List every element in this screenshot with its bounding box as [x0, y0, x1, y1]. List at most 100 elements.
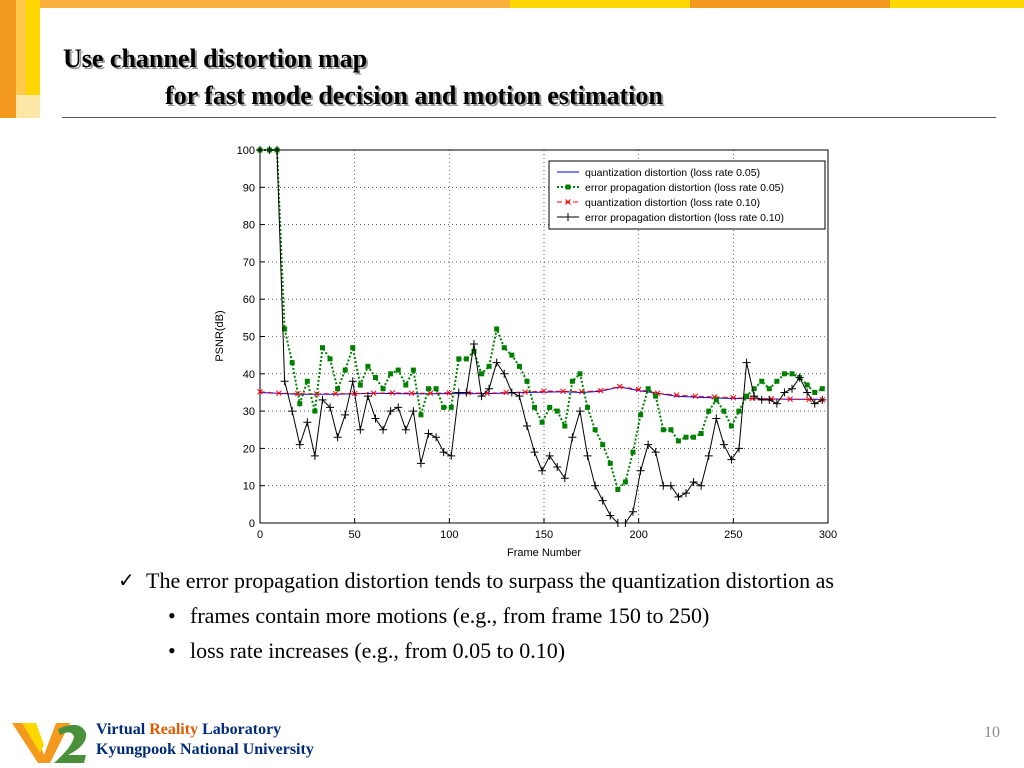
data-point: [673, 392, 680, 398]
data-point: [713, 397, 719, 403]
data-point: [668, 427, 674, 433]
data-point: [721, 408, 727, 414]
sub-bullet-item: • frames contain more motions (e.g., fro…: [118, 602, 918, 629]
data-point: [674, 492, 683, 501]
stripe-segment: [890, 0, 1024, 8]
data-point: [386, 407, 395, 416]
data-point: [295, 440, 304, 449]
data-point: [659, 481, 668, 490]
data-point: [583, 451, 592, 460]
data-point: [651, 448, 660, 457]
data-point: [560, 388, 566, 395]
data-point: [638, 412, 644, 418]
data-point: [530, 448, 539, 457]
data-point: [509, 352, 515, 358]
data-point: [439, 448, 448, 457]
title-line-2: for fast mode decision and motion estima…: [165, 81, 663, 110]
data-point: [818, 395, 827, 404]
lab-word-virtual: Virtual: [96, 721, 146, 738]
data-point: [319, 345, 325, 351]
data-point: [772, 399, 781, 408]
data-point: [554, 408, 560, 414]
stripe-segment: [690, 0, 890, 8]
x-tick-label: 150: [535, 529, 553, 541]
data-point: [765, 395, 774, 404]
data-point: [370, 390, 377, 397]
data-point: [276, 390, 282, 397]
x-tick-label: 100: [440, 529, 458, 541]
data-point: [750, 392, 759, 401]
data-point: [350, 345, 356, 351]
data-point: [477, 392, 486, 401]
data-point: [757, 395, 766, 404]
stripe-segment: [40, 0, 510, 8]
data-point: [736, 408, 742, 414]
data-point: [363, 392, 372, 401]
data-point: [288, 407, 297, 416]
data-point: [494, 326, 500, 332]
data-point: [613, 519, 622, 527]
data-point: [454, 388, 463, 397]
data-point: [569, 378, 575, 384]
data-point: [456, 356, 462, 362]
data-point: [653, 393, 659, 399]
data-point: [730, 394, 737, 401]
data-point: [471, 348, 477, 354]
y-tick-label: 0: [249, 518, 255, 530]
data-point: [389, 389, 396, 396]
data-point: [522, 389, 528, 395]
page-number: 10: [984, 724, 1000, 741]
sub-bullet-text: loss rate increases (e.g., from 0.05 to …: [190, 638, 566, 663]
data-point: [712, 414, 721, 423]
data-point: [545, 451, 554, 460]
data-point: [273, 146, 282, 154]
data-point: [516, 363, 522, 369]
chart-legend: quantization distortion (loss rate 0.05)…: [548, 160, 826, 230]
data-point: [256, 146, 264, 154]
data-point: [500, 369, 509, 378]
data-point: [591, 481, 600, 490]
sub-bullet-text: frames contain more motions (e.g., from …: [190, 603, 710, 628]
data-point: [789, 371, 795, 377]
data-point: [774, 378, 780, 384]
data-point: [394, 403, 403, 412]
chart-y-label: PSNR(dB): [214, 310, 226, 361]
top-stripe: [0, 0, 1024, 8]
x-tick-label: 50: [349, 529, 361, 541]
data-point: [577, 371, 583, 377]
chart-grid: [260, 150, 828, 523]
data-point: [448, 404, 454, 410]
data-point: [313, 391, 320, 397]
data-point: [621, 519, 630, 527]
data-point: [379, 425, 388, 434]
data-point: [803, 388, 812, 397]
chart-ticks: 0 50 100 150 200 250 300 0 10 20 30 40 50 60 70 80 90 100: [237, 145, 838, 541]
data-point: [432, 433, 441, 442]
chart-x-label: Frame Number: [507, 547, 581, 559]
data-point: [788, 384, 797, 393]
data-point: [691, 434, 697, 440]
data-point: [697, 481, 706, 490]
data-point: [719, 440, 728, 449]
stripe-segment: [510, 0, 690, 8]
data-point: [759, 378, 765, 384]
bullet-item: ✓ The error propagation distortion tends…: [118, 567, 918, 594]
data-point: [592, 427, 598, 433]
data-point: [257, 388, 263, 395]
title-line-1: Use channel distortion map: [63, 44, 368, 73]
data-point: [371, 414, 380, 423]
data-point: [804, 382, 810, 388]
y-tick-label: 40: [243, 369, 255, 381]
data-point: [568, 433, 577, 442]
legend-box: [548, 160, 826, 230]
data-point: [615, 486, 621, 492]
data-point: [666, 481, 675, 490]
data-point: [553, 463, 562, 472]
data-point: [441, 404, 447, 410]
legend-marker: [565, 184, 571, 190]
data-point: [636, 466, 645, 475]
data-point: [692, 393, 699, 400]
data-point: [479, 371, 485, 377]
data-point: [532, 404, 538, 410]
data-point: [522, 422, 531, 431]
